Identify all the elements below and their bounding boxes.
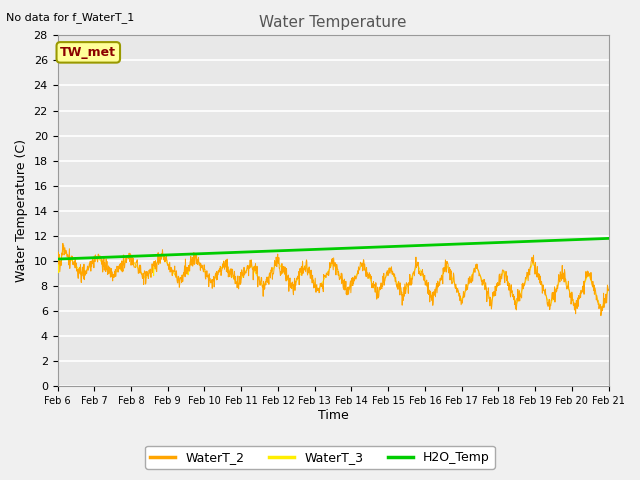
- X-axis label: Time: Time: [317, 409, 348, 422]
- Legend: WaterT_2, WaterT_3, H2O_Temp: WaterT_2, WaterT_3, H2O_Temp: [145, 446, 495, 469]
- Y-axis label: Water Temperature (C): Water Temperature (C): [15, 139, 28, 282]
- Title: Water Temperature: Water Temperature: [259, 15, 407, 30]
- Text: No data for f_WaterT_1: No data for f_WaterT_1: [6, 12, 134, 23]
- Text: TW_met: TW_met: [60, 46, 116, 59]
